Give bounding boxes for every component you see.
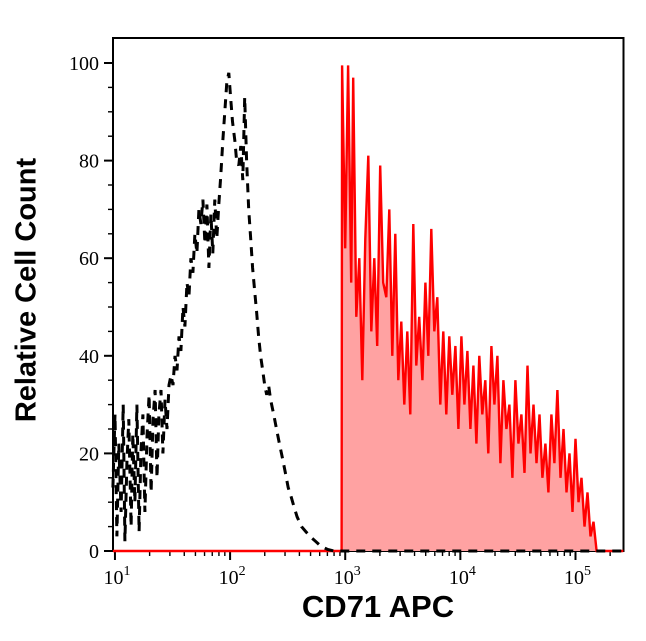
- y-tick-label: 80: [79, 151, 99, 173]
- CD71-APC-stained-fill: [112, 65, 624, 552]
- x-tick-label: 101: [103, 564, 130, 589]
- x-tick-label: 102: [219, 564, 246, 589]
- CD71-APC-stained-trace: [112, 65, 624, 553]
- x-tick-label: 103: [334, 564, 361, 589]
- x-tick-label: 105: [564, 564, 591, 589]
- y-axis: 0 20 40 60 80 100: [69, 53, 113, 563]
- y-axis-title: Relative Cell Count: [10, 157, 43, 423]
- x-axis-title: CD71 APC: [301, 589, 455, 624]
- series-layer: [111, 65, 624, 553]
- y-tick-label: 40: [79, 346, 99, 368]
- y-tick-label: 100: [69, 53, 99, 75]
- x-axis: 101 102 103 104 105: [103, 551, 611, 589]
- unstained-control-trace: [111, 72, 624, 553]
- x-tick-label: 104: [449, 564, 476, 589]
- y-tick-label: 20: [79, 443, 99, 465]
- y-tick-label: 60: [79, 248, 99, 270]
- y-tick-label: 0: [89, 541, 99, 563]
